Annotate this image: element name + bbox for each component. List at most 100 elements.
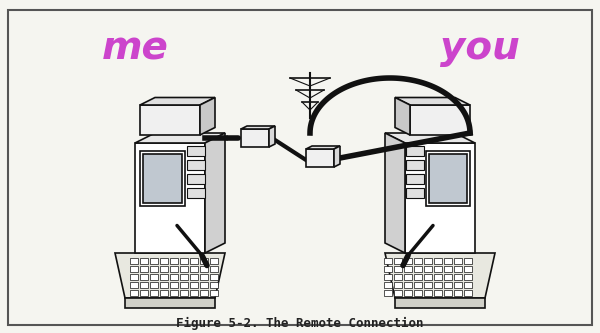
Polygon shape [395, 98, 470, 105]
Polygon shape [444, 266, 452, 272]
Polygon shape [334, 146, 340, 167]
Polygon shape [125, 298, 215, 308]
Polygon shape [187, 160, 205, 170]
Polygon shape [464, 290, 472, 296]
Polygon shape [405, 143, 475, 253]
Polygon shape [170, 266, 178, 272]
Polygon shape [130, 290, 138, 296]
Polygon shape [434, 274, 442, 280]
Polygon shape [414, 290, 422, 296]
Polygon shape [160, 282, 168, 288]
Polygon shape [424, 258, 432, 264]
Polygon shape [135, 143, 205, 253]
Polygon shape [404, 266, 412, 272]
Polygon shape [414, 258, 422, 264]
Polygon shape [130, 274, 138, 280]
Polygon shape [241, 126, 275, 129]
Polygon shape [130, 266, 138, 272]
Polygon shape [140, 290, 148, 296]
Polygon shape [187, 146, 205, 156]
Polygon shape [160, 258, 168, 264]
Polygon shape [200, 266, 208, 272]
Polygon shape [140, 282, 148, 288]
Polygon shape [170, 290, 178, 296]
Polygon shape [454, 282, 462, 288]
Polygon shape [406, 188, 424, 198]
Polygon shape [210, 274, 218, 280]
Text: you: you [440, 29, 520, 67]
Polygon shape [190, 258, 198, 264]
Polygon shape [180, 266, 188, 272]
Polygon shape [428, 154, 467, 203]
Polygon shape [406, 146, 424, 156]
Polygon shape [180, 290, 188, 296]
Polygon shape [135, 133, 225, 143]
Polygon shape [424, 274, 432, 280]
Polygon shape [150, 274, 158, 280]
Polygon shape [424, 290, 432, 296]
FancyBboxPatch shape [306, 149, 334, 167]
Polygon shape [385, 133, 405, 253]
Polygon shape [384, 282, 392, 288]
Polygon shape [414, 266, 422, 272]
Polygon shape [200, 258, 208, 264]
Polygon shape [454, 266, 462, 272]
Polygon shape [395, 98, 410, 135]
FancyBboxPatch shape [241, 129, 269, 147]
Polygon shape [205, 133, 225, 253]
Polygon shape [424, 282, 432, 288]
Polygon shape [170, 258, 178, 264]
Polygon shape [404, 282, 412, 288]
Polygon shape [434, 266, 442, 272]
Polygon shape [464, 266, 472, 272]
Polygon shape [414, 274, 422, 280]
Polygon shape [200, 282, 208, 288]
Polygon shape [424, 266, 432, 272]
Polygon shape [150, 282, 158, 288]
Polygon shape [180, 258, 188, 264]
Polygon shape [404, 290, 412, 296]
Polygon shape [200, 98, 215, 135]
Polygon shape [269, 126, 275, 147]
Polygon shape [200, 274, 208, 280]
Polygon shape [394, 290, 402, 296]
Polygon shape [140, 266, 148, 272]
Polygon shape [394, 274, 402, 280]
Polygon shape [410, 105, 470, 135]
Polygon shape [464, 282, 472, 288]
Polygon shape [414, 282, 422, 288]
Polygon shape [140, 258, 148, 264]
Polygon shape [384, 290, 392, 296]
Polygon shape [384, 266, 392, 272]
Polygon shape [464, 274, 472, 280]
Polygon shape [385, 253, 495, 298]
Polygon shape [140, 98, 215, 105]
Polygon shape [180, 282, 188, 288]
Polygon shape [170, 282, 178, 288]
Polygon shape [190, 282, 198, 288]
Polygon shape [210, 258, 218, 264]
Polygon shape [454, 290, 462, 296]
Polygon shape [444, 282, 452, 288]
Polygon shape [434, 282, 442, 288]
Polygon shape [140, 105, 200, 135]
Polygon shape [394, 266, 402, 272]
Polygon shape [434, 258, 442, 264]
Polygon shape [143, 154, 182, 203]
Polygon shape [160, 266, 168, 272]
Polygon shape [160, 274, 168, 280]
Polygon shape [454, 258, 462, 264]
Polygon shape [115, 253, 225, 298]
Polygon shape [180, 274, 188, 280]
Polygon shape [170, 274, 178, 280]
Polygon shape [190, 274, 198, 280]
Polygon shape [210, 282, 218, 288]
Polygon shape [394, 258, 402, 264]
Polygon shape [187, 188, 205, 198]
Polygon shape [444, 274, 452, 280]
Polygon shape [406, 160, 424, 170]
Polygon shape [210, 266, 218, 272]
Polygon shape [454, 274, 462, 280]
Polygon shape [200, 290, 208, 296]
Polygon shape [190, 290, 198, 296]
